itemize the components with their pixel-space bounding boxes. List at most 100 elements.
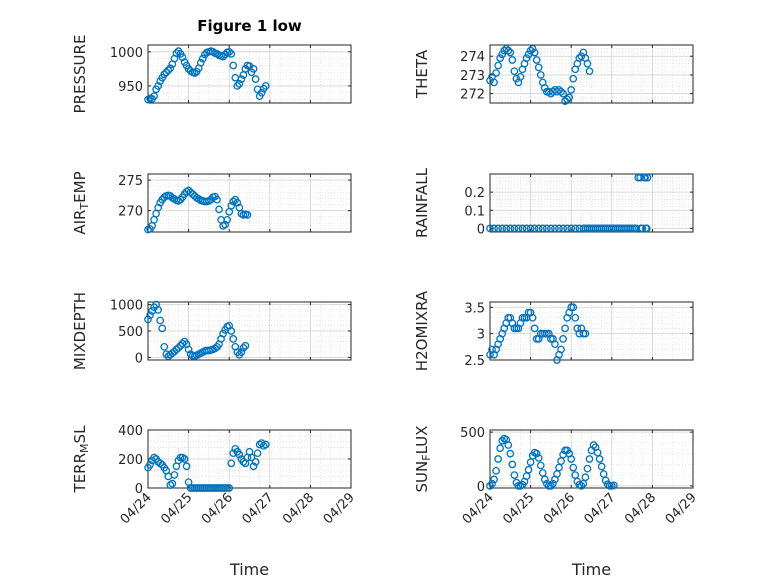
data-point	[492, 69, 500, 77]
data-point	[569, 463, 578, 472]
x-tick-label: 04/25	[158, 490, 195, 527]
data-point	[549, 479, 557, 488]
data-point	[609, 481, 618, 490]
data-point	[261, 82, 270, 90]
data-point	[526, 46, 535, 55]
data-point	[247, 453, 256, 462]
data-point	[532, 56, 541, 64]
subplot-2: 272 273 274 THETA	[413, 44, 694, 105]
data-point	[583, 464, 592, 473]
data-point	[166, 64, 175, 73]
axes-box	[489, 301, 694, 361]
x-axis-label: Time	[229, 560, 269, 579]
x-tick-label: 04/28	[622, 490, 659, 527]
data-point	[532, 449, 541, 458]
data-point	[547, 224, 555, 233]
subplot-3: 270 275 AIRTEMP	[71, 171, 352, 235]
x-axis-label: Time	[571, 560, 611, 579]
data-point	[158, 324, 167, 333]
y-tick-label: 273	[460, 69, 485, 84]
y-axis-label: TERRMSL	[71, 425, 91, 494]
data-point	[150, 92, 158, 101]
y-axis-label: THETA	[413, 49, 431, 99]
data-point	[585, 67, 594, 76]
data-point	[534, 63, 543, 72]
data-point	[227, 50, 236, 58]
data-point	[569, 74, 578, 83]
data-point	[174, 344, 183, 352]
data-point	[530, 224, 539, 233]
y-axis-label: MIXDEPTH	[71, 292, 89, 370]
x-tick-label: 04/26	[541, 490, 578, 527]
y-axis-label: RAINFALL	[413, 167, 431, 238]
data-point	[492, 466, 500, 475]
data-point	[154, 82, 162, 90]
data-point	[642, 224, 651, 233]
y-tick-label: 272	[460, 88, 485, 103]
data-point	[577, 482, 586, 490]
data-point	[589, 441, 598, 449]
data-point	[583, 59, 592, 68]
data-point	[641, 173, 649, 182]
y-tick-label: 0	[135, 351, 143, 366]
x-tick-label: 04/29	[663, 490, 700, 527]
data-point	[144, 315, 152, 324]
data-point	[530, 48, 539, 57]
y-tick-label: 3.5	[464, 301, 485, 316]
data-point	[215, 205, 223, 214]
data-point	[530, 324, 539, 333]
y-tick-label: 400	[118, 424, 143, 439]
data-point	[643, 173, 652, 182]
data-point	[229, 335, 238, 343]
y-tick-label: 500	[118, 325, 143, 340]
data-point	[198, 54, 207, 63]
subplot-5: 0 500 1000 MIXDEPTH	[71, 292, 352, 370]
data-point	[490, 78, 498, 87]
data-point	[239, 344, 248, 352]
data-point	[257, 88, 266, 97]
data-point	[514, 224, 523, 233]
data-point	[166, 481, 175, 489]
x-tick-label: 04/27	[582, 490, 619, 527]
data-point	[490, 224, 498, 233]
data-point	[182, 462, 191, 471]
data-point	[233, 198, 242, 207]
data-point	[551, 224, 559, 233]
data-point	[512, 74, 521, 83]
data-point	[180, 455, 189, 463]
data-point	[196, 58, 205, 67]
data-point	[538, 224, 547, 233]
data-point	[496, 54, 504, 62]
data-point	[178, 339, 187, 348]
data-point	[146, 311, 154, 320]
y-tick-label: 500	[460, 426, 485, 441]
data-point	[557, 87, 565, 96]
data-point	[510, 471, 519, 479]
data-point	[156, 316, 165, 325]
data-point	[516, 72, 525, 81]
data-point	[253, 449, 262, 458]
data-point	[225, 47, 234, 56]
y-tick-label: 0	[477, 480, 485, 495]
data-point	[227, 459, 236, 468]
data-point	[601, 476, 610, 485]
data-point	[581, 329, 590, 338]
data-point	[597, 462, 606, 471]
data-point	[229, 61, 238, 70]
data-point	[508, 56, 517, 64]
x-tick-label: 04/28	[280, 490, 317, 527]
data-point	[559, 224, 567, 233]
y-axis-label: H2OMIXRA	[413, 290, 431, 371]
data-point	[563, 224, 571, 233]
axes-background	[490, 430, 693, 488]
x-tick-label: 04/24	[460, 490, 497, 527]
data-point	[559, 89, 567, 98]
data-point	[162, 68, 171, 77]
data-point	[498, 224, 507, 233]
data-point	[540, 475, 549, 484]
data-point	[506, 48, 515, 57]
data-point	[534, 454, 543, 462]
data-point	[581, 473, 590, 482]
data-point	[504, 46, 513, 55]
data-point	[524, 465, 533, 474]
